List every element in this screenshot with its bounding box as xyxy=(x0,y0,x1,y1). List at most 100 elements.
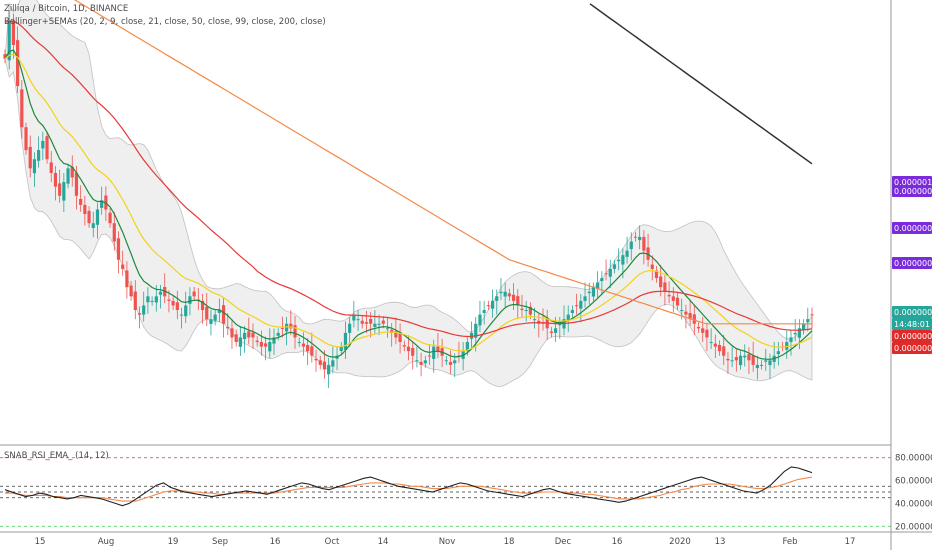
candle-body xyxy=(785,342,789,350)
candle-body xyxy=(793,332,797,335)
candle-body xyxy=(339,346,343,351)
candle-body xyxy=(381,320,385,324)
candle-body xyxy=(503,291,507,297)
candle-body xyxy=(591,287,596,297)
candle-body xyxy=(696,326,701,329)
time-axis[interactable]: 15 Aug 19 Sep 16 Oct 14 Nov 18 Dec 16 2020 13 Feb 17 xyxy=(35,537,856,547)
candle-body xyxy=(680,310,684,312)
candle-body xyxy=(705,329,709,338)
candle-body xyxy=(192,291,196,297)
candle-body xyxy=(251,332,255,338)
candle-body xyxy=(7,22,11,61)
candle-body xyxy=(520,308,524,311)
candle-body xyxy=(478,314,482,326)
candle-body xyxy=(617,259,621,262)
candle-body xyxy=(726,358,730,361)
price-tag-label: 0.00000099 xyxy=(894,187,932,196)
candle-body xyxy=(226,326,230,329)
ema-21-line xyxy=(4,53,813,352)
candle-body xyxy=(709,342,713,344)
candle-body xyxy=(743,355,747,358)
candle-body xyxy=(755,364,759,369)
candle-body xyxy=(730,360,734,362)
candle-body xyxy=(671,296,675,301)
candle-body xyxy=(495,296,499,301)
candle-body xyxy=(53,172,58,187)
time-tick-label: 14 xyxy=(378,537,389,547)
price-tag-label: 14:48:01 xyxy=(894,320,930,329)
candle-body xyxy=(45,136,49,160)
candle-body xyxy=(444,360,448,362)
candle-body xyxy=(16,40,20,87)
candle-body xyxy=(642,236,646,251)
candle-body xyxy=(343,332,348,350)
candle-body xyxy=(722,346,726,356)
candle-body xyxy=(688,313,692,320)
candle-body xyxy=(465,342,469,352)
candle-body xyxy=(234,334,238,343)
candle-body xyxy=(301,343,306,347)
candle-body xyxy=(667,294,671,297)
candle-body xyxy=(95,209,100,225)
candle-body xyxy=(486,305,490,307)
price-tag-label: 0.00000072 xyxy=(894,308,932,317)
candle-body xyxy=(3,54,7,59)
price-tag xyxy=(892,318,932,330)
candle-body xyxy=(524,310,528,312)
candle-body xyxy=(247,331,251,338)
candle-body xyxy=(734,357,738,361)
candle-body xyxy=(427,355,432,357)
candle-body xyxy=(692,314,696,324)
time-tick-label: 16 xyxy=(270,537,281,547)
candle-body xyxy=(322,361,327,370)
candle-body xyxy=(638,236,642,241)
rsi-axis[interactable]: 80.00000000 60.00000000 40.00000000 20.0000… xyxy=(895,454,932,533)
candle-body xyxy=(768,360,772,366)
candle-body xyxy=(701,328,705,333)
candle-body xyxy=(625,250,629,257)
candle-body xyxy=(79,198,83,205)
candle-body xyxy=(528,306,532,315)
candle-body xyxy=(318,360,322,365)
time-tick-label: 19 xyxy=(168,537,179,547)
candle-body xyxy=(596,282,600,289)
candle-body xyxy=(310,346,314,356)
time-tick-label: 13 xyxy=(715,537,726,547)
candle-body xyxy=(221,305,226,324)
price-tag xyxy=(892,222,932,234)
candle-body xyxy=(369,318,373,324)
time-tick-label: Sep xyxy=(212,537,228,547)
candle-body xyxy=(297,342,301,344)
candle-body xyxy=(789,337,793,343)
rsi-pane xyxy=(0,457,891,527)
candle-body xyxy=(453,360,457,364)
candle-body xyxy=(621,255,625,265)
rsi-legend[interactable]: SNAB_RSI_EMA_ (14, 12) xyxy=(4,451,109,461)
candle-body xyxy=(179,314,184,316)
candle-body xyxy=(570,310,575,314)
rsi-tick-label: 40.00000000 xyxy=(895,499,932,509)
candle-body xyxy=(806,319,810,323)
candle-body xyxy=(448,361,453,365)
indicator-legend[interactable]: Bollinger+SEMAs (20, 2, 9, close, 21, cl… xyxy=(4,17,326,27)
candle-body xyxy=(776,351,780,355)
candle-body xyxy=(385,328,390,330)
candle-body xyxy=(24,127,28,151)
candle-body xyxy=(612,264,617,269)
candle-body xyxy=(482,310,486,314)
rsi-line xyxy=(4,466,813,507)
candle-body xyxy=(575,305,579,307)
candle-body xyxy=(406,346,411,352)
candle-body xyxy=(751,355,755,365)
chart-title: Zilliqa / Bitcoin, 1D, BINANCE xyxy=(4,4,128,14)
candle-body xyxy=(171,300,175,306)
candle-body xyxy=(289,323,293,329)
candle-body xyxy=(167,299,171,301)
candle-body xyxy=(419,361,423,365)
candle-body xyxy=(490,300,495,309)
candle-body xyxy=(11,20,16,45)
price-tag-label: 0.00000083 xyxy=(894,259,932,268)
candle-body xyxy=(188,296,192,304)
candle-body xyxy=(423,360,427,364)
